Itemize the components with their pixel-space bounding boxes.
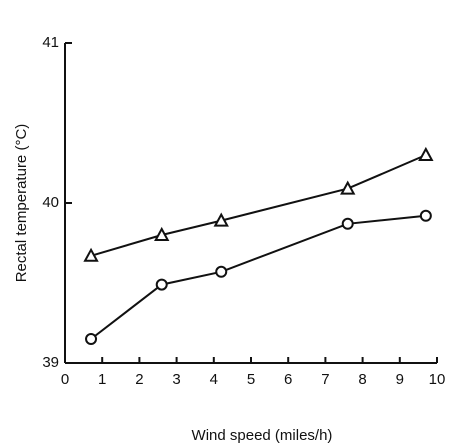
x-tick-label: 9 [396, 371, 404, 388]
marker [419, 209, 432, 222]
x-tick-label: 6 [284, 371, 292, 388]
line [90, 154, 427, 257]
y-tick-label: 41 [42, 34, 59, 51]
x-tick-label: 8 [358, 371, 366, 388]
x-tick-label: 2 [135, 371, 143, 388]
y-axis-label: Rectal temperature (°C) [13, 124, 30, 283]
x-tick-label: 10 [429, 371, 446, 388]
marker [418, 146, 434, 161]
marker [341, 217, 354, 230]
x-tick-label: 5 [247, 371, 255, 388]
marker [215, 265, 228, 278]
marker [340, 180, 356, 195]
marker [213, 212, 229, 227]
x-tick-label: 7 [321, 371, 329, 388]
y-tick-label: 39 [42, 354, 59, 371]
x-axis-label: Wind speed (miles/h) [192, 427, 333, 444]
marker [85, 333, 98, 345]
x-tick-label: 3 [172, 371, 180, 388]
marker [83, 247, 99, 262]
line [90, 214, 426, 340]
x-tick-label: 1 [98, 371, 106, 388]
x-tick-label: 0 [61, 371, 69, 388]
y-tick-label: 40 [42, 194, 59, 211]
marker [155, 278, 168, 291]
x-tick-label: 4 [210, 371, 218, 388]
marker [154, 226, 170, 241]
